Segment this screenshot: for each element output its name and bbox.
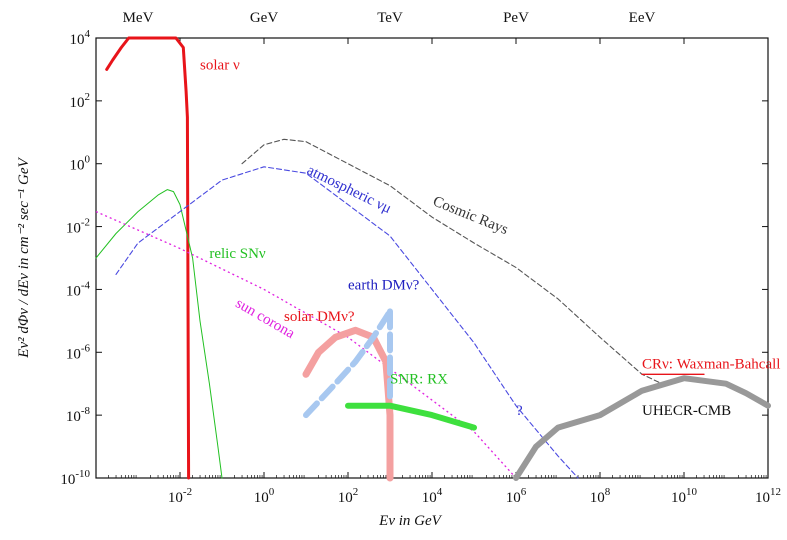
x-axis-label: Eν in GeV — [378, 513, 442, 529]
axis-ticks: 10-2 100 102 104 106 108 1010 1012 104 102 100 10-2… — [60, 10, 781, 506]
x-tick-label: 10-2 — [168, 486, 192, 506]
x-tick-label: 104 — [422, 486, 443, 506]
top-unit-label: TeV — [377, 10, 403, 26]
series-line — [303, 308, 393, 419]
top-unit-label: GeV — [250, 10, 278, 26]
series-line — [95, 189, 223, 479]
series-line — [513, 375, 771, 481]
y-tick-label: 102 — [70, 91, 91, 111]
series-line — [115, 166, 579, 479]
x-tick-label: 106 — [506, 486, 527, 506]
x-tick-label: 102 — [338, 486, 359, 506]
annotation-label: UHECR-CMB — [642, 403, 731, 419]
y-tick-label: 10-6 — [66, 342, 91, 362]
series-line — [345, 402, 477, 431]
x-tick-label: 1010 — [671, 486, 698, 506]
x-tick-label: 108 — [590, 486, 611, 506]
series-line — [241, 138, 663, 385]
annotation-label: solar ν — [200, 57, 240, 73]
annotation-label: atmospheric νμ — [304, 162, 394, 217]
series-group — [95, 36, 771, 482]
annotation-label: Cosmic Rays — [431, 193, 511, 238]
annotation-label: ? — [516, 403, 523, 419]
y-tick-label: 10-8 — [66, 405, 91, 425]
y-tick-label: 10-4 — [66, 279, 91, 299]
series-line — [95, 211, 517, 479]
top-unit-label: PeV — [503, 10, 529, 26]
y-tick-label: 10-10 — [60, 468, 90, 488]
x-tick-label: 1012 — [755, 486, 781, 506]
y-tick-label: 104 — [70, 28, 91, 48]
y-tick-label: 100 — [70, 154, 91, 174]
top-unit-label: MeV — [123, 10, 154, 26]
y-axis-label: Eν² dΦν / dEν in cm⁻² sec⁻¹ GeV — [16, 156, 32, 358]
top-unit-label: EeV — [629, 10, 656, 26]
annotation-label: relic SNν — [209, 246, 266, 262]
y-tick-label: 10-2 — [66, 217, 90, 237]
annotation-label: solar DMν? — [284, 309, 355, 325]
annotation-label: CRν: Waxman-Bahcall — [642, 357, 780, 373]
series-line — [105, 36, 191, 480]
x-tick-label: 100 — [254, 486, 275, 506]
annotation-label: earth DMν? — [348, 277, 420, 293]
annotation-label: SNR: RX — [390, 372, 448, 388]
